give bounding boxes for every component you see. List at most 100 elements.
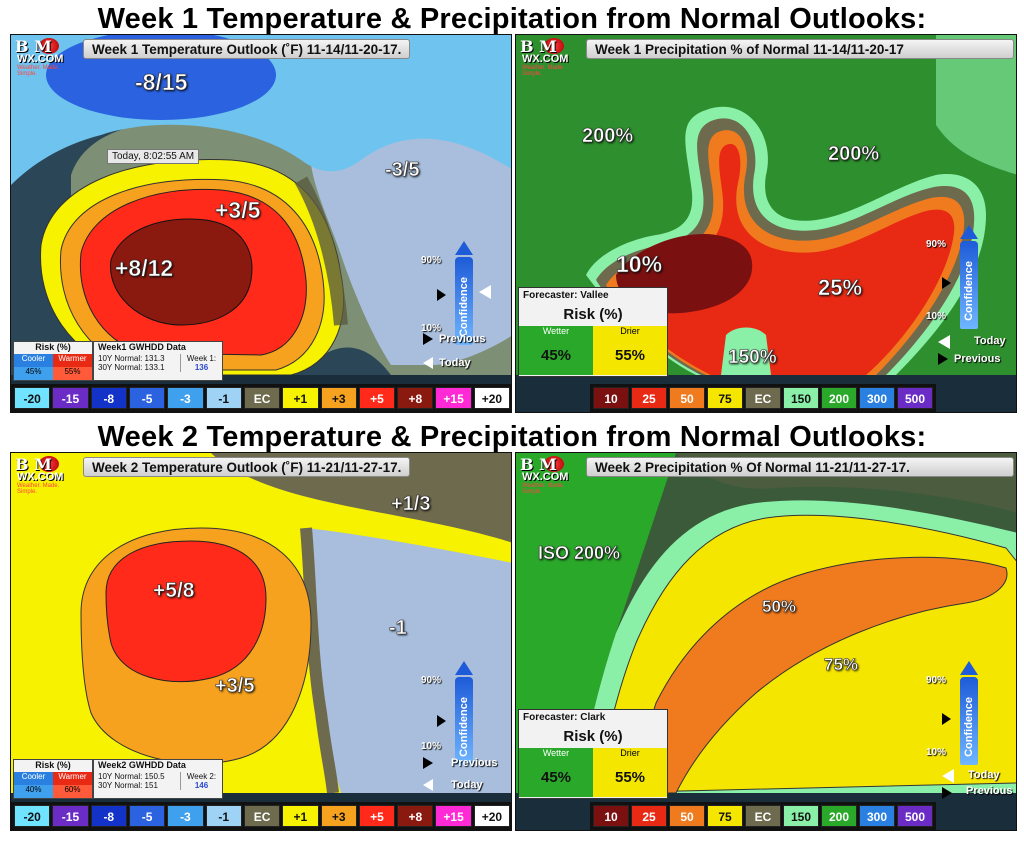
temp-legend-swatch: -15 <box>52 805 89 827</box>
temp-legend-swatch: -3 <box>167 805 204 827</box>
gwhdd-week-label: Week 1: <box>186 354 217 363</box>
precip-legend-swatch: 200 <box>821 387 857 409</box>
contour-label: -1 <box>389 617 407 640</box>
today-marker-icon <box>479 285 491 299</box>
confidence-bar: Confidence <box>455 677 473 765</box>
forecaster-name: Forecaster: Vallee <box>523 290 609 301</box>
logo-slogan: Weather. Made. Simple. <box>522 483 565 495</box>
today-legend-icon <box>942 769 954 783</box>
gwhdd-box: Week2 GWHDD Data 10Y Normal: 150.5 30Y N… <box>93 759 223 799</box>
conf-hi: 90% <box>926 239 947 250</box>
temp-legend-swatch: +1 <box>282 805 319 827</box>
panel-title: Week 2 Precipitation % Of Normal 11-21/1… <box>586 457 1014 477</box>
today-label: Today <box>968 769 1000 781</box>
gwhdd-30y: 30Y Normal: 151 <box>98 781 158 790</box>
risk-header: Risk (%) <box>563 728 623 745</box>
risk-box: Risk (%) Cooler Warmer 40% 60% <box>13 759 93 799</box>
panel-title: Week 2 Temperature Outlook (˚F) 11-21/11… <box>83 457 411 477</box>
precip-legend-swatch: 500 <box>897 805 933 827</box>
week2-precipitation-map: B M WX.COM Weather. Made. Simple. Week 2… <box>515 452 1017 831</box>
previous-marker-icon <box>942 713 951 725</box>
risk-header: Risk (%) <box>35 342 71 352</box>
risk-drier-value: 55% <box>593 339 667 375</box>
bam-logo: B M WX.COM Weather. Made. Simple. <box>13 455 75 495</box>
contour-label: 150% <box>728 347 777 369</box>
week2-temperature-map: B M WX.COM Weather. Made. Simple. Week 2… <box>10 452 512 831</box>
precip-legend-swatch: 200 <box>821 805 857 827</box>
temp-legend-swatch: +20 <box>473 805 511 827</box>
temperature-legend: -20 -15 -8 -5 -3 -1 EC +1 +3 +5 +8 +15 +20 <box>11 802 511 830</box>
previous-label: Previous <box>966 785 1013 797</box>
previous-marker-icon <box>942 277 951 289</box>
confidence-arrow-icon <box>455 241 473 255</box>
panel-title: Week 1 Precipitation % of Normal 11-14/1… <box>586 39 1014 59</box>
precip-legend-swatch: 25 <box>631 805 667 827</box>
logo-text: B M <box>15 455 52 474</box>
confidence-arrow-icon <box>960 661 978 675</box>
conf-lo: 10% <box>421 741 442 752</box>
confidence-label: Confidence <box>458 277 470 337</box>
temp-legend-swatch: +8 <box>397 805 434 827</box>
temp-legend-swatch: -1 <box>205 387 242 409</box>
conf-lo: 10% <box>421 323 442 334</box>
precip-legend-swatch: 150 <box>783 805 819 827</box>
confidence-bar: Confidence <box>960 677 978 765</box>
confidence-bar: Confidence <box>960 241 978 329</box>
risk-warmer-value: 55% <box>53 367 92 380</box>
confidence-bar: Confidence <box>455 257 473 345</box>
risk-drier-label: Drier <box>593 326 667 339</box>
contour-label: 10% <box>616 251 663 278</box>
risk-wetter-value: 45% <box>519 339 593 375</box>
precip-legend-swatch: 500 <box>897 387 933 409</box>
logo-emblem <box>544 456 564 472</box>
gwhdd-10y: 10Y Normal: 150.5 <box>98 772 165 781</box>
conf-hi: 90% <box>421 255 442 266</box>
week1-temperature-contours <box>11 35 511 412</box>
forecaster-box: Forecaster: Vallee Risk (%) Wetter Drier… <box>518 287 668 377</box>
precip-legend-swatch: 50 <box>669 805 705 827</box>
forecaster-name: Forecaster: Clark <box>523 712 606 723</box>
panel-title: Week 1 Temperature Outlook (˚F) 11-14/11… <box>83 39 411 59</box>
contour-label: ISO 200% <box>538 543 621 564</box>
previous-label: Previous <box>451 757 498 769</box>
risk-header: Risk (%) <box>35 760 71 770</box>
week1-precipitation-map: B M WX.COM Weather. Made. Simple. Week 1… <box>515 34 1017 413</box>
today-label: Today <box>974 335 1006 347</box>
temp-legend-swatch: -5 <box>128 387 166 409</box>
contour-label: 200% <box>582 125 634 148</box>
gwhdd-box: Week1 GWHDD Data 10Y Normal: 131.3 30Y N… <box>93 341 223 381</box>
contour-label: -8/15 <box>135 69 188 96</box>
gwhdd-week-value: 136 <box>194 363 209 372</box>
today-label: Today <box>439 357 471 369</box>
confidence-indicator: 90% 10% Confidence <box>896 661 1006 787</box>
week1-heading: Week 1 Temperature & Precipitation from … <box>97 3 927 35</box>
temp-legend-swatch: +15 <box>435 387 472 409</box>
previous-legend-icon <box>942 787 952 799</box>
precip-legend-swatch: 300 <box>859 387 895 409</box>
conf-hi: 90% <box>421 675 442 686</box>
gwhdd-title: Week2 GWHDD Data <box>98 760 186 770</box>
logo-text: B M <box>15 37 52 56</box>
contour-label: +3/5 <box>215 197 261 224</box>
week2-precip-contours <box>516 453 1016 830</box>
logo-slogan: Weather. Made. Simple. <box>522 65 565 77</box>
contour-label: +3/5 <box>215 675 255 698</box>
gwhdd-10y: 10Y Normal: 131.3 <box>98 354 165 363</box>
precip-legend-swatch: 75 <box>707 805 743 827</box>
logo-site: WX.COM <box>522 471 569 483</box>
precip-legend-swatch: 10 <box>593 387 629 409</box>
temp-legend-swatch: EC <box>243 387 281 409</box>
risk-warmer-label: Warmer <box>53 354 92 367</box>
precip-legend-swatch: EC <box>745 387 781 409</box>
previous-marker-icon <box>437 289 446 301</box>
precip-legend-swatch: 25 <box>631 387 667 409</box>
risk-cooler-label: Cooler <box>14 772 53 785</box>
risk-wetter-value: 45% <box>519 761 593 797</box>
confidence-indicator: 90% 10% Confidence <box>391 241 501 367</box>
gwhdd-week-label: Week 2: <box>186 772 217 781</box>
temp-legend-swatch: -5 <box>128 805 166 827</box>
confidence-arrow-icon <box>455 661 473 675</box>
precipitation-legend: 10 25 50 75 EC 150 200 300 500 <box>590 802 936 830</box>
gwhdd-week-value: 146 <box>194 781 209 790</box>
previous-legend-icon <box>423 757 433 769</box>
